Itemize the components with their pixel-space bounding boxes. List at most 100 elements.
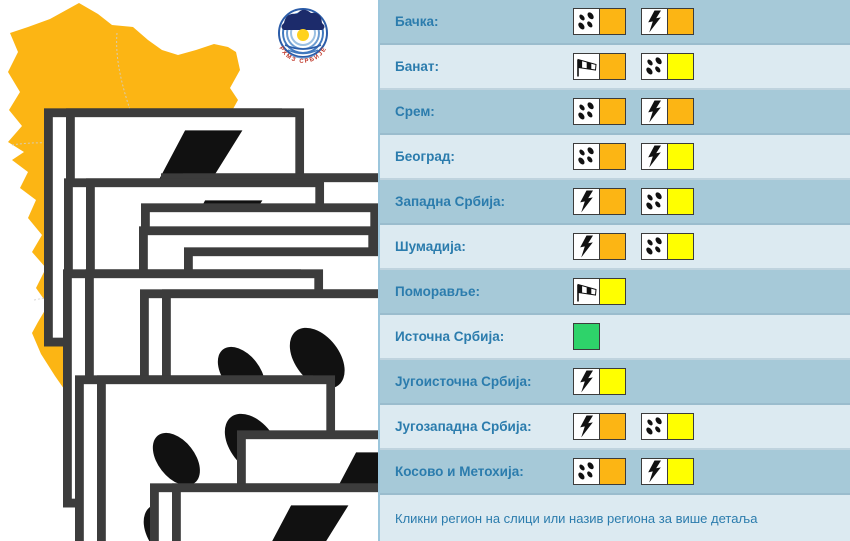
- rain-icon: [641, 188, 668, 215]
- region-link[interactable]: Шумадија:: [395, 239, 466, 254]
- rain-icon: [573, 143, 600, 170]
- rain-icon: [641, 53, 668, 80]
- warning-level-swatch-orange: [599, 233, 626, 260]
- warning-level-swatch-yellow: [599, 368, 626, 395]
- warning-wind-orange: [573, 53, 626, 80]
- warning-list: [573, 368, 626, 395]
- map-warning-icons: [48, 113, 378, 541]
- warning-level-swatch-green: [573, 323, 600, 350]
- rain-icon: [641, 413, 668, 440]
- warning-level-swatch-orange: [599, 98, 626, 125]
- region-link[interactable]: Југоисточна Србија:: [395, 374, 532, 389]
- region-row: Бачка:: [380, 0, 850, 45]
- region-row: Београд:: [380, 135, 850, 180]
- warning-list: [573, 98, 694, 125]
- warning-rain-yellow: [641, 53, 694, 80]
- region-row: Источна Србија:: [380, 315, 850, 360]
- warning-level-swatch-orange: [599, 413, 626, 440]
- thunderstorm-icon: [641, 458, 668, 485]
- region-link[interactable]: Косово и Метохија:: [395, 464, 524, 479]
- thunderstorm-icon: [573, 188, 600, 215]
- region-link[interactable]: Поморавље:: [395, 284, 480, 299]
- warning-level-swatch-yellow: [667, 413, 694, 440]
- warning-list: [573, 278, 626, 305]
- warning-rain-yellow: [641, 413, 694, 440]
- warning-thunderstorm-orange: [573, 413, 626, 440]
- warning-list: [573, 323, 600, 350]
- region-row: Југоисточна Србија:: [380, 360, 850, 405]
- logo-cloud: [281, 9, 325, 30]
- warning-level-swatch-orange: [599, 143, 626, 170]
- rain-icon: [573, 458, 600, 485]
- region-link[interactable]: Бачка:: [395, 14, 439, 29]
- region-row: Југозападна Србија:: [380, 405, 850, 450]
- warning-list: [573, 233, 694, 260]
- warning-rain-yellow: [641, 188, 694, 215]
- rhmz-logo: РХМЗ СРБИЈЕ: [278, 8, 328, 65]
- warning-rain-orange: [573, 143, 626, 170]
- logo-sun: [297, 29, 309, 41]
- warning-rain-orange: [573, 98, 626, 125]
- warning-list: [573, 8, 694, 35]
- rain-icon: [573, 8, 600, 35]
- warning-level-swatch-orange: [599, 53, 626, 80]
- region-row: Срем:: [380, 90, 850, 135]
- wind-icon: [573, 53, 600, 80]
- serbia-warning-map-pane: РХМЗ СРБИЈЕ: [0, 0, 378, 541]
- thunderstorm-icon: [573, 233, 600, 260]
- warning-none-green: [573, 323, 600, 350]
- thunderstorm-icon: [573, 368, 600, 395]
- warning-thunderstorm-orange: [641, 8, 694, 35]
- footer-note-row: Кликни регион на слици или назив региона…: [380, 495, 850, 541]
- region-row: Косово и Метохија:: [380, 450, 850, 495]
- warning-thunderstorm-orange: [573, 188, 626, 215]
- rain-icon: [641, 233, 668, 260]
- warning-rain-yellow: [641, 233, 694, 260]
- warning-level-swatch-orange: [599, 188, 626, 215]
- warning-level-swatch-yellow: [667, 53, 694, 80]
- thunderstorm-icon: [641, 8, 668, 35]
- serbia-map: [8, 3, 378, 541]
- warning-level-swatch-orange: [599, 458, 626, 485]
- thunderstorm-map-icon: [176, 488, 378, 541]
- footer-note: Кликни регион на слици или назив региона…: [395, 510, 758, 526]
- region-link[interactable]: Срем:: [395, 104, 435, 119]
- region-link[interactable]: Југозападна Србија:: [395, 419, 532, 434]
- warning-thunderstorm-orange: [641, 98, 694, 125]
- warning-list: [573, 188, 694, 215]
- warning-list: [573, 53, 694, 80]
- region-row: Западна Србија:: [380, 180, 850, 225]
- warning-list: [573, 458, 694, 485]
- warning-thunderstorm-yellow: [641, 143, 694, 170]
- region-row: Шумадија:: [380, 225, 850, 270]
- rain-icon: [573, 98, 600, 125]
- thunderstorm-icon: [573, 413, 600, 440]
- warning-level-swatch-yellow: [667, 233, 694, 260]
- thunderstorm-icon: [641, 143, 668, 170]
- warning-list: [573, 413, 694, 440]
- warning-thunderstorm-yellow: [641, 458, 694, 485]
- warning-level-swatch-yellow: [667, 188, 694, 215]
- warnings-panel: Бачка: Банат: Срем: Београд: Западна Србија:…: [378, 0, 850, 541]
- region-link[interactable]: Београд:: [395, 149, 455, 164]
- warning-thunderstorm-yellow: [573, 368, 626, 395]
- warning-level-swatch-yellow: [599, 278, 626, 305]
- thunderstorm-icon: [641, 98, 668, 125]
- warning-level-swatch-yellow: [667, 143, 694, 170]
- region-link[interactable]: Западна Србија:: [395, 194, 505, 209]
- region-row: Поморавље:: [380, 270, 850, 315]
- region-row: Банат:: [380, 45, 850, 90]
- warning-level-swatch-orange: [667, 8, 694, 35]
- region-link[interactable]: Источна Србија:: [395, 329, 505, 344]
- region-link[interactable]: Банат:: [395, 59, 439, 74]
- wind-icon: [573, 278, 600, 305]
- warning-list: [573, 143, 694, 170]
- warning-wind-yellow: [573, 278, 626, 305]
- warning-thunderstorm-orange: [573, 233, 626, 260]
- warning-rain-orange: [573, 8, 626, 35]
- warning-rain-orange: [573, 458, 626, 485]
- warning-level-swatch-orange: [667, 98, 694, 125]
- warning-level-swatch-yellow: [667, 458, 694, 485]
- warning-level-swatch-orange: [599, 8, 626, 35]
